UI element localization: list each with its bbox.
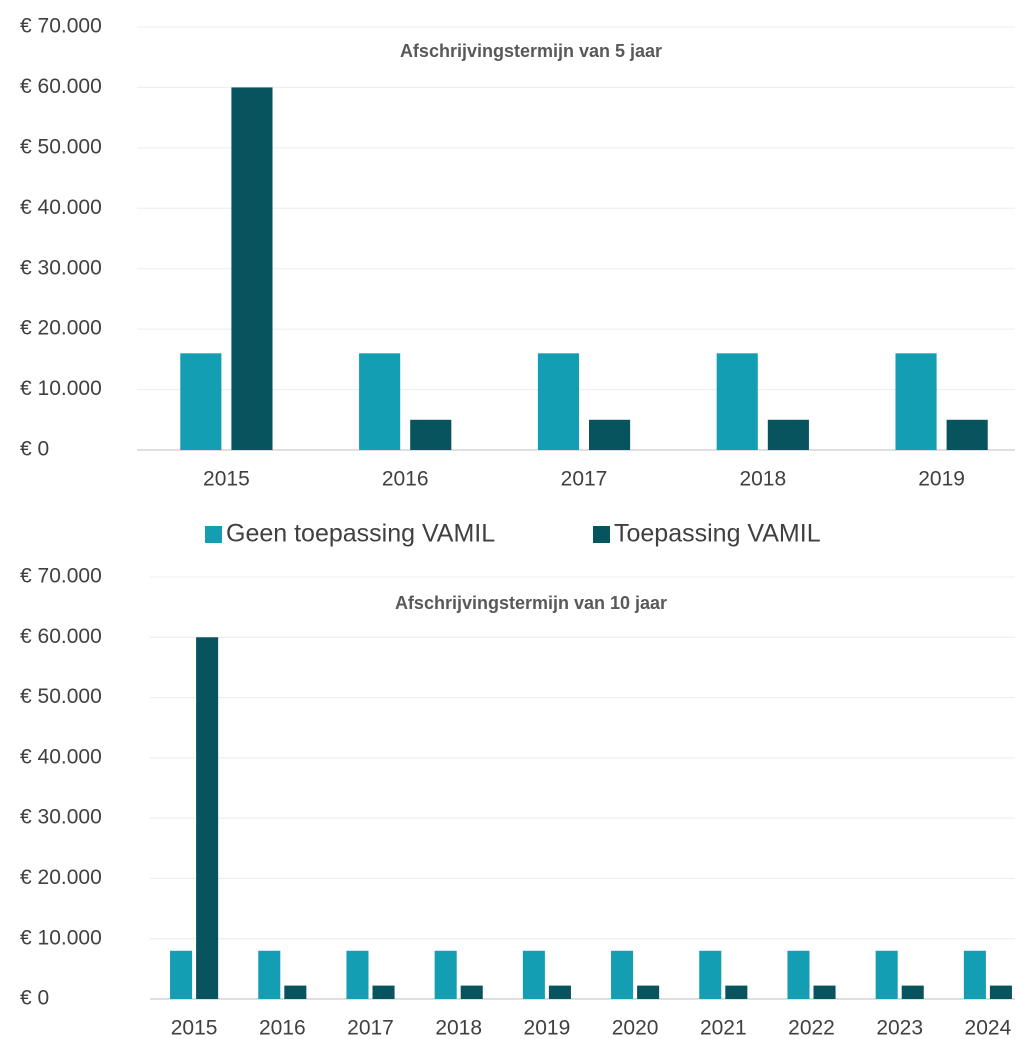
bar: [901, 985, 924, 999]
bar: [346, 950, 369, 999]
bar: [460, 985, 483, 999]
y-tick-label: € 30.000: [20, 806, 102, 829]
legend-label: Toepassing VAMIL: [614, 520, 821, 548]
y-tick-label: € 40.000: [20, 745, 102, 768]
x-tick-label: 2015: [203, 468, 250, 491]
bar: [434, 950, 457, 999]
y-tick-label: € 70.000: [20, 565, 102, 588]
y-tick-label: € 10.000: [20, 926, 102, 949]
y-tick-label: € 0: [20, 987, 49, 1010]
x-tick-label: 2016: [259, 1017, 306, 1039]
bar: [410, 419, 452, 450]
chart-title: Afschrijvingstermijn van 5 jaar: [400, 41, 662, 61]
bar: [170, 950, 193, 999]
bar: [787, 950, 810, 999]
y-tick-label: € 60.000: [20, 625, 102, 648]
bar: [522, 950, 545, 999]
x-tick-label: 2018: [739, 468, 786, 491]
bar: [699, 950, 722, 999]
bar: [989, 985, 1012, 999]
bar: [372, 985, 395, 999]
bar: [813, 985, 836, 999]
x-tick-label: 2018: [435, 1017, 482, 1039]
bar: [895, 353, 937, 450]
bar: [963, 950, 986, 999]
bar: [589, 419, 631, 450]
y-tick-label: € 20.000: [20, 866, 102, 889]
x-tick-label: 2019: [918, 468, 965, 491]
y-tick-label: € 30.000: [20, 256, 102, 279]
bar: [196, 637, 219, 999]
y-tick-label: € 0: [20, 438, 49, 461]
x-tick-label: 2021: [700, 1017, 747, 1039]
bar: [548, 985, 571, 999]
x-tick-label: 2017: [347, 1017, 394, 1039]
x-tick-label: 2024: [965, 1017, 1012, 1039]
x-tick-label: 2022: [788, 1017, 835, 1039]
bar: [359, 353, 401, 450]
bar: [875, 950, 898, 999]
x-tick-label: 2017: [561, 468, 608, 491]
bar: [946, 419, 988, 450]
y-tick-label: € 70.000: [20, 15, 102, 38]
bar: [725, 985, 748, 999]
chart-title: Afschrijvingstermijn van 10 jaar: [395, 593, 667, 613]
x-tick-label: 2019: [524, 1017, 571, 1039]
y-tick-label: € 50.000: [20, 135, 102, 158]
bar: [637, 985, 660, 999]
x-tick-label: 2015: [171, 1017, 218, 1039]
x-tick-label: 2016: [382, 468, 429, 491]
y-tick-label: € 50.000: [20, 685, 102, 708]
x-tick-label: 2020: [612, 1017, 659, 1039]
y-tick-label: € 60.000: [20, 75, 102, 98]
bar: [258, 950, 281, 999]
legend-swatch: [205, 526, 222, 543]
bar: [611, 950, 634, 999]
y-tick-label: € 20.000: [20, 317, 102, 340]
bar: [537, 353, 579, 450]
y-tick-label: € 10.000: [20, 377, 102, 400]
bar: [767, 419, 809, 450]
legend-swatch: [593, 526, 610, 543]
bar: [180, 353, 222, 450]
x-tick-label: 2023: [876, 1017, 923, 1039]
bar: [231, 87, 273, 450]
y-tick-label: € 40.000: [20, 196, 102, 219]
bar: [716, 353, 758, 450]
legend-label: Geen toepassing VAMIL: [226, 520, 495, 548]
bar: [284, 985, 307, 999]
